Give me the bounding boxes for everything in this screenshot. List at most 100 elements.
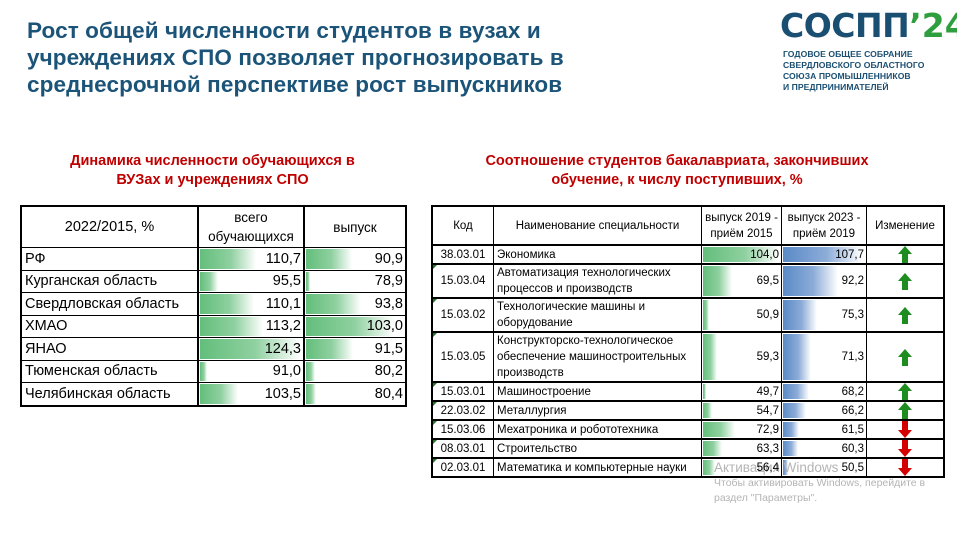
data-bar (306, 361, 315, 381)
watermark-title: Активация Windows (714, 460, 839, 475)
data-bar (783, 384, 809, 399)
table-header-row: Код Наименование специальности выпуск 20… (431, 205, 945, 246)
ratio-2019-cell: 104,0 (701, 244, 782, 265)
cell-indicator-icon (433, 402, 437, 406)
ratio-2019-cell: 50,9 (701, 297, 782, 333)
cell-indicator-icon (433, 383, 437, 387)
ratio-2023-cell: 92,2 (781, 263, 867, 299)
data-bar (703, 334, 718, 380)
region-name: Челябинская область (20, 382, 199, 406)
total-students-value: 124,3 (264, 340, 301, 357)
specialty-code: 08.03.01 (431, 438, 494, 459)
table-row: 02.03.01 Математика и компьютерные науки 5… (431, 457, 945, 478)
graduates-value: 91,5 (374, 340, 403, 357)
bachelor-ratio-body: 38.03.01 Экономика 104,0 107,7 15.03.04 Автом… (431, 244, 945, 478)
change-cell (866, 331, 945, 383)
specialty-name: Машиностроение (493, 381, 702, 402)
column-header-total: всего обучающихся (197, 205, 305, 248)
ratio-2023-cell: 71,3 (781, 331, 867, 383)
table-row: Свердловская область 110,1 93,8 (20, 292, 407, 316)
graduates-cell: 80,2 (303, 359, 407, 383)
total-students-value: 103,5 (264, 385, 301, 402)
logo-subtitle-line: СВЕРДЛОВСКОГО ОБЛАСТНОГО (783, 60, 925, 70)
change-cell (866, 263, 945, 299)
ratio-2019-value: 104,0 (750, 248, 779, 261)
ratio-2023-value: 68,2 (841, 385, 864, 398)
student-dynamics-table: 2022/2015, % всего обучающихся выпуск РФ… (20, 205, 407, 407)
data-bar (200, 294, 255, 314)
data-bar (200, 316, 263, 336)
table-row: РФ 110,7 90,9 (20, 247, 407, 271)
ratio-2019-cell: 69,5 (701, 263, 782, 299)
specialty-code-text: 15.03.05 (440, 351, 486, 363)
ratio-2019-cell: 49,7 (701, 381, 782, 402)
total-students-cell: 91,0 (197, 359, 305, 383)
table-row: 15.03.02 Технологические машины и оборудо… (431, 297, 945, 333)
ratio-2023-cell: 50,5 (781, 457, 867, 478)
ratio-2023-cell: 75,3 (781, 297, 867, 333)
arrow-down-icon (898, 440, 912, 457)
ratio-2019-cell: 63,3 (701, 438, 782, 459)
total-students-value: 110,7 (265, 250, 301, 267)
arrow-up-icon (898, 348, 912, 366)
table-row: 15.03.01 Машиностроение 49,7 68,2 (431, 381, 945, 402)
ratio-2019-value: 69,5 (756, 275, 779, 287)
data-bar (200, 339, 300, 359)
table-row: Тюменская область 91,0 80,2 (20, 359, 407, 383)
logo-subtitle-line: И ПРЕДПРИНИМАТЕЛЕЙ (783, 82, 889, 92)
data-bar (306, 249, 352, 269)
data-bar (703, 266, 732, 296)
specialty-name: Металлургия (493, 400, 702, 421)
ratio-2019-value: 54,7 (756, 404, 779, 417)
cell-indicator-icon (433, 440, 437, 444)
ratio-2019-value: 56,4 (756, 461, 779, 474)
data-bar (306, 294, 361, 314)
data-bar (703, 300, 710, 330)
ratio-2023-cell: 60,3 (781, 438, 867, 459)
table-row: ХМАО 113,2 103,0 (20, 314, 407, 338)
logo-subtitle: ГОДОВОЕ ОБЩЕЕ СОБРАНИЕ СВЕРДЛОВСКОГО ОБЛ… (783, 49, 924, 93)
specialty-code-text: 15.03.04 (440, 275, 486, 287)
watermark-text: Чтобы активировать Windows, перейдите в (714, 477, 926, 489)
ratio-2019-value: 49,7 (756, 385, 779, 398)
cell-indicator-icon (433, 459, 437, 463)
graduates-cell: 90,9 (303, 247, 407, 271)
region-name: ХМАО (20, 314, 199, 338)
ratio-2023-cell: 66,2 (781, 400, 867, 421)
data-bar (783, 334, 812, 380)
ratio-2023-value: 75,3 (841, 309, 864, 321)
data-bar (783, 422, 800, 437)
column-header-2023: выпуск 2023 - приём 2019 (781, 205, 867, 246)
table-row: Курганская область 95,5 78,9 (20, 269, 407, 293)
specialty-code-text: 08.03.01 (440, 442, 486, 455)
ratio-2023-value: 71,3 (841, 351, 864, 363)
column-header-period: 2022/2015, % (20, 205, 199, 248)
specialty-name: Мехатроника и робототехника (493, 419, 702, 440)
region-name: Тюменская область (20, 359, 199, 383)
logo-subtitle-line: СОЮЗА ПРОМЫШЛЕННИКОВ (783, 71, 911, 81)
logo-subtitle-line: ГОДОВОЕ ОБЩЕЕ СОБРАНИЕ (783, 49, 913, 59)
ratio-2023-value: 92,2 (841, 275, 864, 287)
specialty-name: Автоматизация технологических процессов … (493, 263, 702, 299)
specialty-code-text: 15.03.01 (440, 385, 486, 398)
cell-indicator-icon (433, 265, 437, 269)
table-row: 15.03.04 Автоматизация технологических пр… (431, 263, 945, 299)
left-section-title-line: Динамика численности обучающихся в (70, 153, 355, 169)
data-bar (703, 403, 712, 418)
logo-mark-year: ’24 (909, 6, 957, 45)
right-section-title-line: Соотношение студентов бакалавриата, зако… (485, 153, 869, 169)
total-students-value: 95,5 (272, 273, 301, 290)
data-bar (783, 403, 807, 418)
table-row: 22.03.02 Металлургия 54,7 66,2 (431, 400, 945, 421)
right-section-title-line: обучение, к числу поступивших, % (551, 172, 803, 188)
ratio-2023-cell: 61,5 (781, 419, 867, 440)
arrow-up-icon (898, 272, 912, 290)
total-students-value: 91,0 (272, 363, 301, 380)
slide-title-line: Рост общей численности студентов в вузах… (27, 18, 541, 43)
graduates-cell: 91,5 (303, 337, 407, 361)
ratio-2019-cell: 59,3 (701, 331, 782, 383)
data-bar (306, 339, 353, 359)
arrow-up-icon (898, 402, 912, 419)
specialty-name: Строительство (493, 438, 702, 459)
specialty-code-text: 38.03.01 (440, 248, 486, 261)
